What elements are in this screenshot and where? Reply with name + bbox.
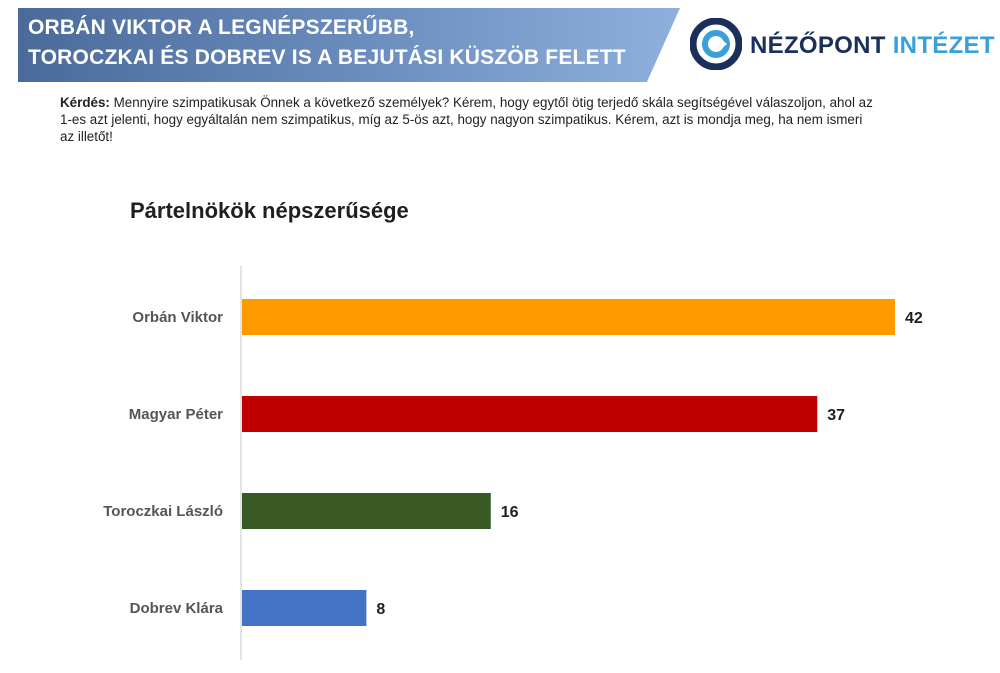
bar xyxy=(242,396,818,432)
data-label: 37 xyxy=(827,407,845,424)
logo-text: NÉZŐPONT INTÉZET xyxy=(750,32,995,60)
logo-text-secondary: INTÉZET xyxy=(892,32,995,59)
category-label: Orbán Viktor xyxy=(132,309,223,326)
data-label: 8 xyxy=(376,601,385,618)
bar xyxy=(242,493,491,529)
bar xyxy=(242,590,367,626)
headline-line-1: ORBÁN VIKTOR A LEGNÉPSZERŰBB, xyxy=(28,16,415,39)
headline-line-2: TOROCZKAI ÉS DOBREV IS A BEJUTÁSI KÜSZÖB… xyxy=(28,46,626,69)
logo-text-primary: NÉZŐPONT xyxy=(750,32,886,59)
nezopont-logo-icon xyxy=(689,17,743,71)
bar xyxy=(242,299,895,335)
nezopont-logo: NÉZŐPONT INTÉZET xyxy=(689,17,995,74)
category-label: Toroczkai László xyxy=(103,503,223,520)
category-label: Dobrev Klára xyxy=(130,600,224,617)
question-text: Mennyire szimpatikusak Önnek a következő… xyxy=(60,95,873,144)
data-label: 16 xyxy=(501,504,519,521)
category-label: Magyar Péter xyxy=(129,406,223,423)
data-label: 42 xyxy=(905,310,923,327)
header-banner: ORBÁN VIKTOR A LEGNÉPSZERŰBB, TOROCZKAI … xyxy=(18,8,680,82)
survey-question: Kérdés: Mennyire szimpatikusak Önnek a k… xyxy=(60,94,880,145)
chart-title: Pártelnökök népszerűsége xyxy=(130,198,409,223)
question-label: Kérdés: xyxy=(60,95,110,110)
